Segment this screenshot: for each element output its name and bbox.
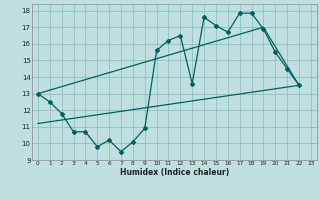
X-axis label: Humidex (Indice chaleur): Humidex (Indice chaleur)	[120, 168, 229, 177]
